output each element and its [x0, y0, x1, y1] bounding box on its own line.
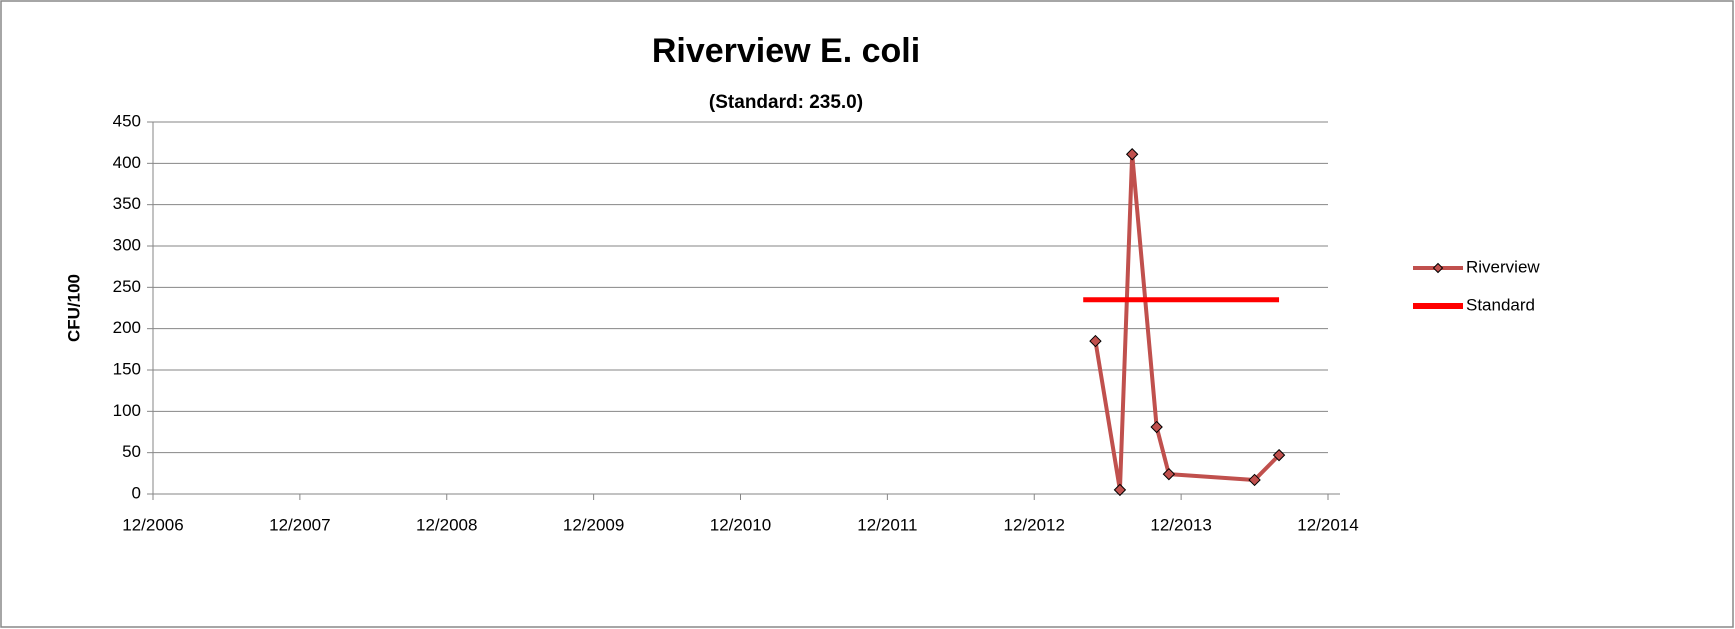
x-tick-label: 12/2012: [1004, 515, 1065, 534]
y-tick-label: 450: [113, 111, 141, 130]
y-tick-label: 150: [113, 359, 141, 378]
y-tick-label: 100: [113, 401, 141, 420]
data-point: [1150, 420, 1163, 434]
data-point: [1248, 473, 1261, 487]
data-point: [1113, 483, 1127, 497]
y-axis-label: CFU/100: [64, 274, 83, 342]
y-tick-label: 200: [113, 318, 141, 337]
data-point: [1089, 334, 1102, 348]
x-tick-label: 12/2009: [563, 515, 624, 534]
y-tick-label: 350: [113, 194, 141, 213]
y-tick-label: 400: [113, 153, 141, 172]
x-tick-label: 12/2014: [1297, 515, 1358, 534]
y-tick-label: 0: [132, 483, 141, 502]
x-tick-label: 12/2006: [122, 515, 183, 534]
chart-subtitle: (Standard: 235.0): [709, 92, 863, 113]
y-tick-label: 50: [122, 442, 141, 461]
x-tick-label: 12/2011: [857, 515, 917, 534]
chart-title: Riverview E. coli: [652, 32, 920, 70]
x-tick-label: 12/2007: [269, 515, 330, 534]
x-tick-label: 12/2010: [710, 515, 771, 534]
legend-label: Standard: [1466, 295, 1535, 314]
x-tick-label: 12/2008: [416, 515, 477, 534]
x-tick-label: 12/2013: [1150, 515, 1211, 534]
data-point: [1272, 448, 1286, 462]
data-point: [1125, 148, 1139, 161]
data-point: [1162, 467, 1176, 481]
legend-label: Riverview: [1466, 257, 1540, 276]
y-tick-label: 250: [113, 277, 141, 296]
legend-marker: [1432, 262, 1444, 274]
y-tick-label: 300: [113, 235, 141, 254]
